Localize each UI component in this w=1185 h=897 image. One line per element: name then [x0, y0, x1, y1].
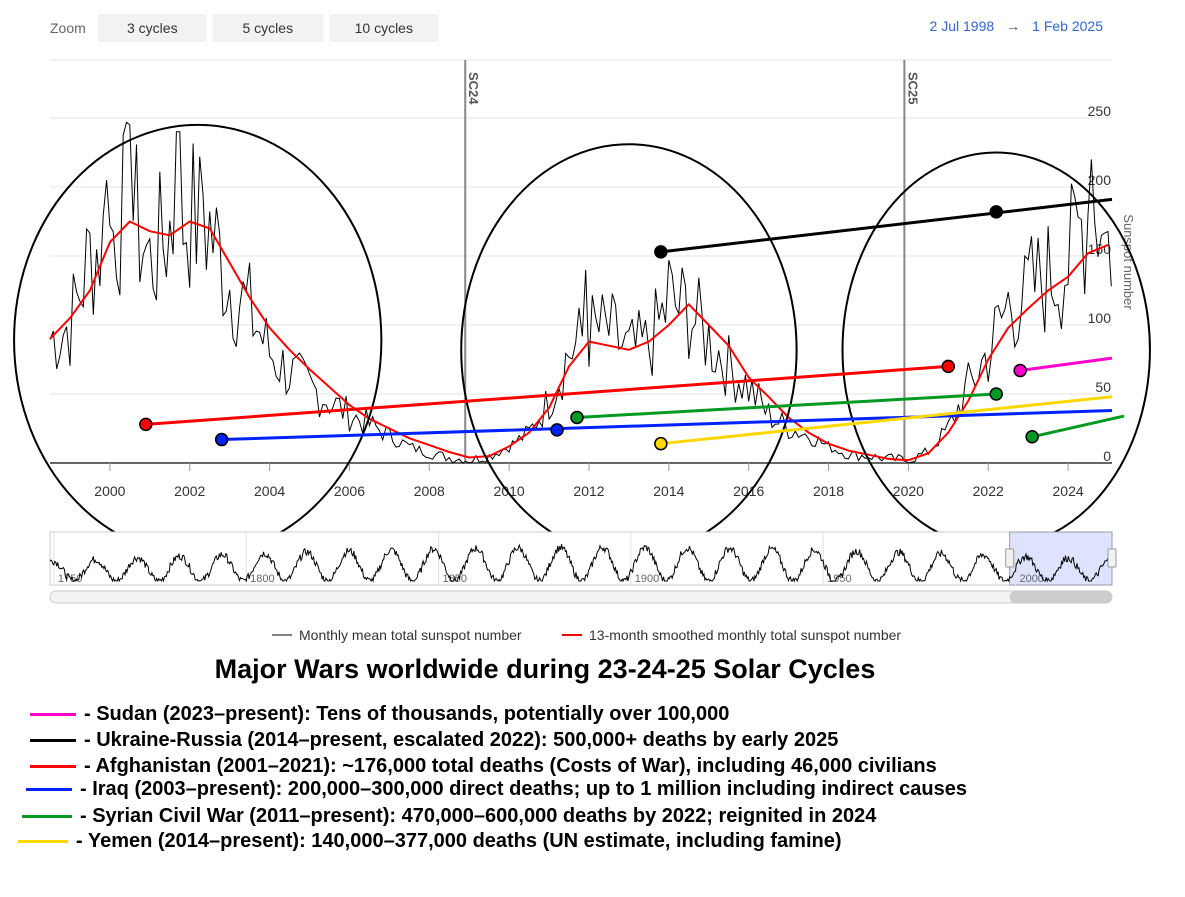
x-tick-label: 2006 — [334, 483, 365, 499]
war-legend-swatch — [26, 787, 72, 791]
x-tick-label: 2012 — [573, 483, 604, 499]
war-legend-item: - Syrian Civil War (2011–present): 470,0… — [22, 804, 876, 828]
war-marker-syria — [989, 387, 1003, 401]
page-title: Major Wars worldwide during 23-24-25 Sol… — [214, 654, 876, 684]
war-legend-swatch — [30, 738, 76, 742]
war-marker-afghanistan — [941, 359, 956, 374]
range-end-date[interactable]: 1 Feb 2025 — [1032, 18, 1103, 34]
range-start-date[interactable]: 2 Jul 1998 — [929, 18, 995, 34]
war-line-ukraine — [660, 197, 1113, 254]
navigator-handle[interactable] — [1005, 548, 1015, 568]
war-legend-swatch — [30, 712, 76, 716]
x-tick-label: 2016 — [733, 483, 764, 499]
zoom-3-cycles-button[interactable]: 3 cycles — [97, 14, 207, 42]
war-marker-syria — [570, 410, 584, 425]
war-legend-label: - Sudan (2023–present): Tens of thousand… — [84, 702, 730, 725]
navigator-tick-label: 1900 — [635, 573, 659, 585]
y-axis-title: Sunspot number — [1121, 214, 1136, 310]
war-marker-yemen — [654, 436, 668, 451]
war-legend-label: - Iraq (2003–present): 200,000–300,000 d… — [80, 777, 967, 800]
war-marker-ukraine — [989, 205, 1003, 219]
navigator-tick-label: 1750 — [58, 573, 82, 585]
war-line-yemen — [660, 395, 1113, 446]
navigator-sparkline — [49, 543, 1112, 583]
x-tick-label: 2008 — [414, 483, 445, 499]
legend-label-smoothed: 13-month smoothed monthly total sunspot … — [589, 627, 901, 643]
range-arrow-icon: → — [1006, 18, 1021, 34]
war-legend-label: - Syrian Civil War (2011–present): 470,0… — [80, 804, 877, 827]
zoom-10-cycles-button[interactable]: 10 cycles — [328, 14, 439, 42]
war-line-syria_reignited — [1031, 414, 1125, 439]
zoom-toolbar: Zoom 3 cycles 5 cycles 10 cycles — [50, 14, 439, 42]
navigator-tick-label: 1950 — [827, 573, 851, 585]
war-marker-iraq — [214, 432, 229, 447]
war-legend-label: - Ukraine-Russia (2014–present, escalate… — [84, 728, 839, 751]
navigator-tick-label: 2000 — [1019, 573, 1043, 585]
war-marker-afghanistan — [139, 417, 153, 432]
navigator-frame — [49, 531, 1113, 586]
x-tick-label: 2002 — [174, 483, 205, 499]
y-tick-label: 0 — [1103, 448, 1111, 464]
war-legend-item: - Iraq (2003–present): 200,000–300,000 d… — [26, 777, 967, 801]
war-legend-swatch — [22, 814, 72, 818]
war-legend-item: - Sudan (2023–present): Tens of thousand… — [30, 702, 729, 726]
war-marker-syria_reignited — [1025, 430, 1039, 444]
smoothed-series-line — [49, 220, 1109, 462]
cycle-label: SC25 — [905, 72, 920, 105]
x-tick-label: 2018 — [813, 483, 844, 499]
scrollbar-track[interactable] — [49, 590, 1113, 604]
war-marker-iraq — [550, 423, 564, 437]
x-tick-label: 2014 — [653, 483, 684, 499]
x-tick-label: 2004 — [254, 483, 285, 499]
war-legend-item: - Ukraine-Russia (2014–present, escalate… — [30, 728, 838, 752]
y-tick-label: 250 — [1088, 103, 1112, 119]
war-legend-item: - Yemen (2014–present): 140,000–377,000 … — [18, 829, 842, 853]
legend-label-monthly: Monthly mean total sunspot number — [299, 627, 522, 643]
war-legend-item: - Afghanistan (2001–2021): ~176,000 tota… — [30, 754, 937, 778]
war-legend-swatch — [30, 764, 76, 768]
war-line-afghanistan — [145, 364, 949, 426]
navigator-tick-label: 1800 — [250, 573, 274, 585]
zoom-5-cycles-button[interactable]: 5 cycles — [212, 14, 323, 42]
war-legend-swatch — [18, 839, 68, 843]
war-legend-label: - Yemen (2014–present): 140,000–377,000 … — [76, 829, 842, 852]
war-line-syria — [576, 392, 997, 419]
y-tick-label: 50 — [1095, 379, 1111, 395]
y-tick-label: 200 — [1088, 172, 1112, 188]
war-line-iraq — [221, 409, 1113, 442]
war-legend-label: - Afghanistan (2001–2021): ~176,000 tota… — [84, 754, 937, 777]
navigator-handle[interactable] — [1107, 548, 1117, 568]
x-tick-label: 2020 — [893, 483, 924, 499]
x-tick-label: 2024 — [1053, 483, 1084, 499]
zoom-label: Zoom — [50, 20, 86, 36]
cycle-label: SC24 — [466, 72, 481, 105]
x-tick-label: 2010 — [494, 483, 525, 499]
scrollbar-thumb[interactable] — [1009, 591, 1112, 603]
y-tick-label: 100 — [1088, 310, 1112, 326]
war-line-sudan — [1019, 356, 1113, 373]
date-range: 2 Jul 1998 → 1 Feb 2025 — [926, 18, 1107, 34]
x-tick-label: 2000 — [94, 483, 125, 499]
war-marker-sudan — [1013, 363, 1027, 378]
war-marker-ukraine — [654, 245, 668, 259]
x-tick-label: 2022 — [973, 483, 1004, 499]
